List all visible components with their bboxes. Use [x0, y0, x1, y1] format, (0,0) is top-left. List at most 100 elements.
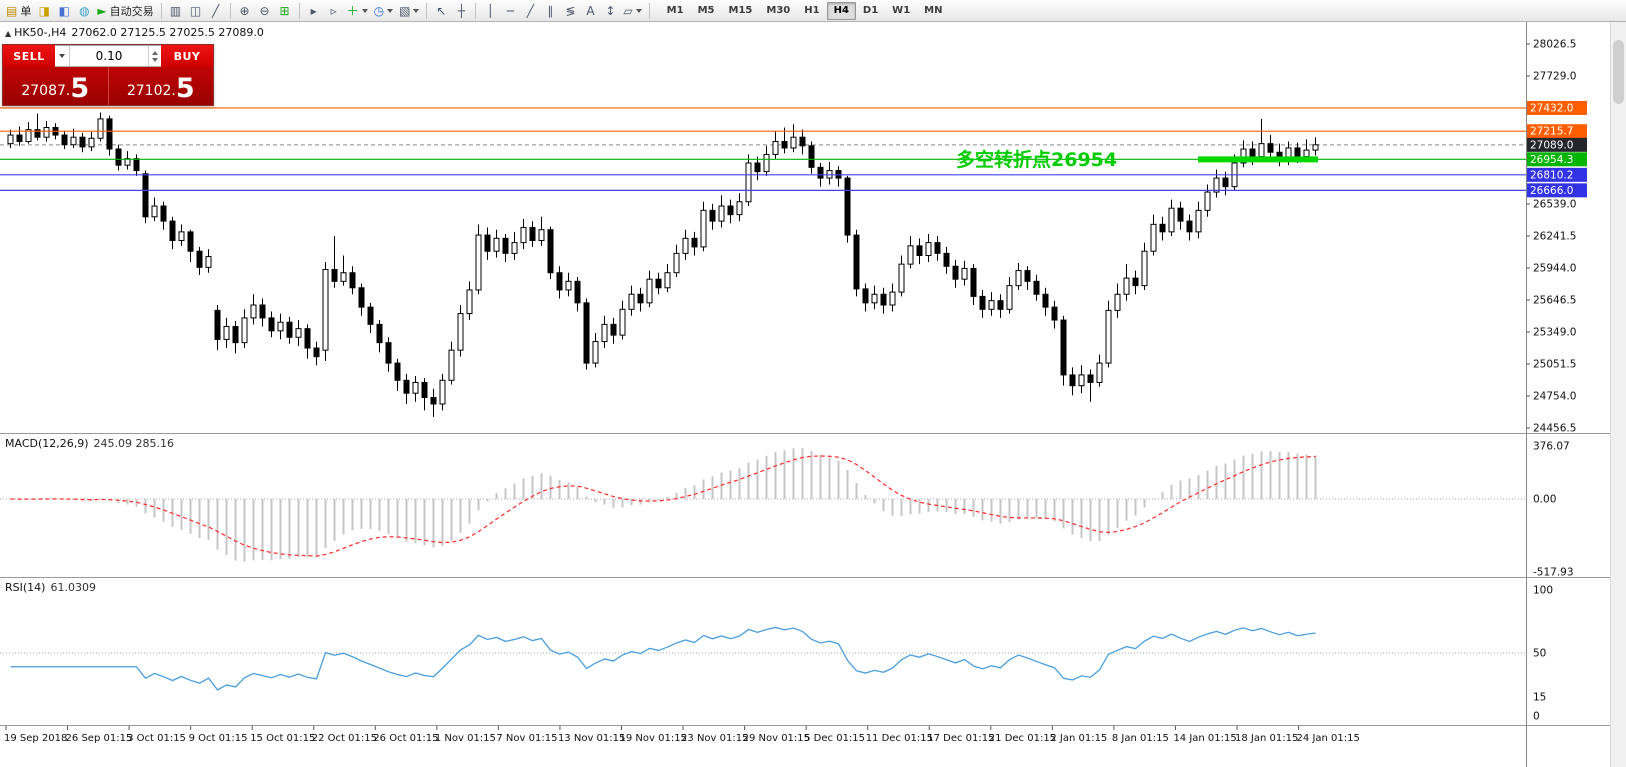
svg-text:8 Jan 01:15: 8 Jan 01:15 [1112, 733, 1169, 744]
sell-button[interactable]: SELL [3, 45, 55, 67]
crosshair-icon[interactable]: ┼ [451, 1, 471, 20]
periods-icon[interactable]: ◷ [371, 1, 396, 20]
shapes-icon[interactable]: ▱ [620, 1, 644, 20]
chart-title: ▲ HK50-,H4 27062.0 27125.5 27025.5 27089.0 [5, 26, 264, 39]
rsi-indicator [0, 626, 1526, 691]
chart-shift-icon: ▹ [330, 3, 337, 18]
svg-text:29 Nov 01:15: 29 Nov 01:15 [743, 733, 810, 744]
vertical-line-icon: │ [486, 3, 495, 18]
macd-signal-line [10, 455, 1316, 557]
spin-up-icon [152, 50, 158, 55]
line-chart-icon[interactable]: ╱ [206, 1, 226, 20]
timeframe-m5[interactable]: M5 [697, 5, 715, 16]
buy-button[interactable]: BUY [161, 45, 213, 67]
vertical-scrollbar[interactable] [1610, 22, 1626, 767]
svg-text:-517.93: -517.93 [1533, 567, 1574, 579]
text-label-icon: A [586, 3, 595, 18]
marketwatch-icon[interactable]: ◍ [74, 1, 94, 20]
equidistant-channel-icon[interactable]: ∥ [540, 1, 560, 20]
marketwatch-icon: ◍ [79, 3, 90, 18]
timeframe-m15[interactable]: M15 [728, 5, 753, 16]
svg-text:17 Dec 01:15: 17 Dec 01:15 [927, 733, 994, 744]
cursor-icon: ↖ [436, 3, 447, 18]
panel-separators[interactable] [0, 433, 1610, 726]
sell-price[interactable]: 27087. 5 [3, 67, 109, 105]
svg-text:13 Nov 01:15: 13 Nov 01:15 [558, 733, 625, 744]
templates-icon: ▧ [399, 3, 411, 18]
new-order-button[interactable]: ▤ 单 [3, 1, 34, 20]
arrow-tools-icon: ↕ [605, 3, 616, 18]
horizontal-level-lines[interactable] [0, 107, 1526, 191]
candlestick-chart-icon[interactable]: ◫ [186, 1, 206, 20]
volume-dropdown-button[interactable] [55, 46, 70, 66]
new-chart-icon[interactable]: ＋ [344, 1, 371, 20]
new-order-button-label: 单 [20, 4, 32, 18]
zoom-in-icon: ⊕ [239, 3, 250, 18]
chevron-down-icon [635, 8, 642, 13]
svg-text:11 Dec 01:15: 11 Dec 01:15 [866, 733, 933, 744]
svg-text:27089.0: 27089.0 [1530, 139, 1573, 151]
timeframe-m1[interactable]: M1 [666, 5, 684, 16]
svg-text:15 Oct 01:15: 15 Oct 01:15 [250, 733, 315, 744]
toolbar-separator [229, 2, 231, 19]
scrollbar-thumb[interactable] [1613, 40, 1624, 104]
chart-shift-icon[interactable]: ▹ [324, 1, 344, 20]
volume-input[interactable]: 0.10 [95, 49, 123, 63]
timeframe-m30[interactable]: M30 [766, 5, 791, 16]
svg-text:18 Jan 01:15: 18 Jan 01:15 [1235, 733, 1298, 744]
svg-text:3 Oct 01:15: 3 Oct 01:15 [127, 733, 186, 744]
svg-text:26666.0: 26666.0 [1530, 185, 1573, 197]
timeframe-d1[interactable]: D1 [862, 5, 879, 16]
shapes-icon: ▱ [623, 3, 633, 18]
one-click-controls-row: SELL 0.10 BUY [3, 45, 213, 67]
timeframe-w1[interactable]: W1 [892, 5, 911, 16]
one-click-prices-row: 27087. 5 27102. 5 [3, 67, 213, 105]
trendline-icon[interactable]: ╱ [520, 1, 540, 20]
timeframe-h4[interactable]: H4 [826, 1, 856, 20]
toolbar-separator [298, 2, 300, 19]
cursor-icon[interactable]: ↖ [431, 1, 451, 20]
timeframe-mn[interactable]: MN [924, 5, 943, 16]
vertical-line-icon[interactable]: │ [480, 1, 500, 20]
zoom-out-icon[interactable]: ⊖ [255, 1, 275, 20]
new-chart-icon: ＋ [346, 3, 359, 18]
rsi-label: RSI(14) 61.0309 [5, 581, 96, 594]
svg-text:23 Nov 01:15: 23 Nov 01:15 [681, 733, 748, 744]
fibonacci-icon[interactable]: ≶ [560, 1, 580, 20]
zoom-in-icon[interactable]: ⊕ [235, 1, 255, 20]
tile-windows-icon[interactable]: ⊞ [275, 1, 295, 20]
arrow-tools-icon[interactable]: ↕ [600, 1, 620, 20]
text-label-icon[interactable]: A [580, 1, 600, 20]
horizontal-line-icon[interactable]: ─ [500, 1, 520, 20]
bar-chart-icon[interactable]: ▥ [166, 1, 186, 20]
svg-text:21 Dec 01:15: 21 Dec 01:15 [989, 733, 1056, 744]
toolbar-separator [160, 2, 162, 19]
autotrading-button[interactable]: ► 自动交易 [94, 1, 156, 20]
svg-text:5 Dec 01:15: 5 Dec 01:15 [804, 733, 865, 744]
toolbar-separator [648, 2, 650, 19]
chart-ohlc-values: 27062.0 27125.5 27025.5 27089.0 [71, 26, 264, 39]
main-toolbar: ▤ 单 ◨ ◧ ◍ ► 自动交易 ▥ ◫ ╱ ⊕ ⊖ ⊞ ▸ ▹ ＋ ◷ ▧ ↖ ┼ │ ─ ╱ ∥ ≶ A ↕ ▱ M1 M5 M15 M3… [0, 0, 1626, 22]
periods-icon: ◷ [373, 3, 385, 18]
rsi-name: RSI(14) [5, 581, 46, 594]
volume-box: 0.10 [55, 45, 161, 67]
templates-icon[interactable]: ▧ [396, 1, 422, 20]
chart-window-icon[interactable]: ◨ [34, 1, 54, 20]
volume-stepper[interactable] [148, 46, 161, 66]
timeframe-group: M1 M5 M15 M30 H1 H4 D1 W1 MN [660, 1, 950, 20]
svg-text:50: 50 [1533, 648, 1546, 660]
svg-text:100: 100 [1533, 585, 1553, 597]
price-axis: 28026.5 27729.0 26539.0 26241.5 25944.0 25646… [1526, 22, 1587, 767]
timeframe-h1[interactable]: H1 [804, 5, 820, 16]
svg-text:0: 0 [1533, 711, 1540, 723]
autotrading-icon: ► [97, 3, 107, 18]
profile-icon[interactable]: ◧ [54, 1, 74, 20]
rsi-line [10, 626, 1316, 691]
one-click-toggle-icon[interactable]: ▲ [5, 29, 12, 38]
buy-price[interactable]: 27102. 5 [109, 67, 214, 105]
auto-scroll-icon[interactable]: ▸ [304, 1, 324, 20]
svg-text:376.07: 376.07 [1533, 441, 1570, 453]
